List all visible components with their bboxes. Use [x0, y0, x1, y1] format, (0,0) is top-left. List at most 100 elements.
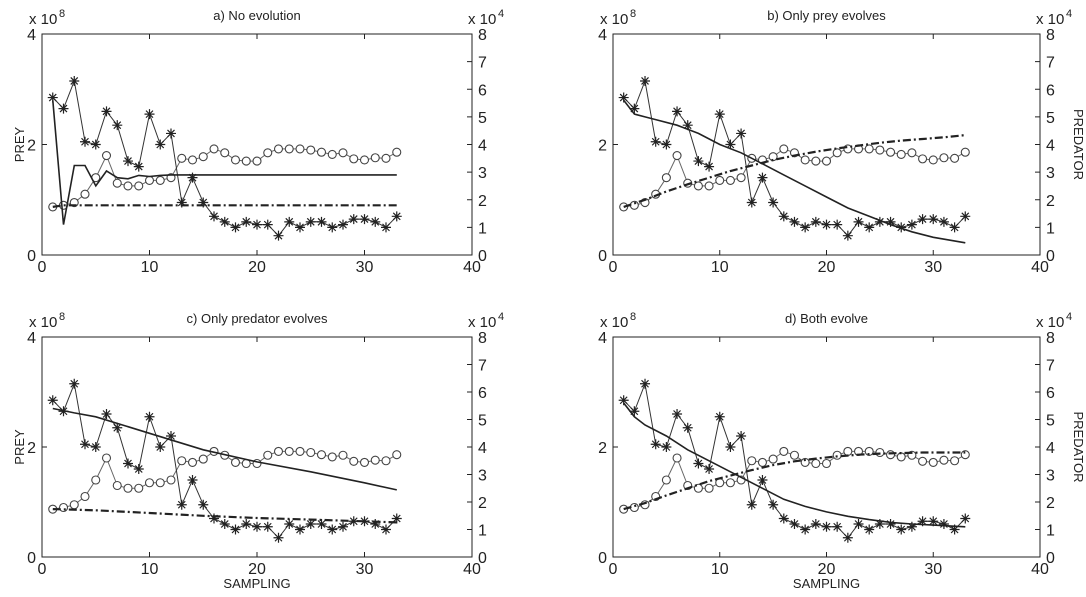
y2-tick-label: 0 — [1046, 550, 1055, 567]
data-point-circle — [273, 446, 284, 456]
data-point-star — [338, 521, 348, 532]
y2-tick-label: 3 — [478, 468, 487, 485]
data-point-circle — [928, 457, 938, 467]
data-point-star — [262, 521, 273, 532]
data-point-star — [230, 222, 241, 233]
data-point-star — [672, 409, 683, 419]
x-tick-label: 0 — [38, 259, 47, 276]
series-star-markers — [618, 75, 971, 241]
y-multiplier: x 10 — [29, 11, 57, 28]
y2-multiplier: x 10 — [468, 11, 496, 28]
x-axis-label: SAMPLING — [223, 576, 290, 591]
data-point-circle — [101, 151, 112, 161]
data-point-circle — [252, 156, 262, 166]
y2-tick-label: 7 — [1046, 55, 1055, 72]
data-point-star — [316, 519, 327, 529]
data-point-circle — [338, 148, 348, 158]
x-tick-label: 20 — [818, 561, 836, 578]
data-point-circle — [779, 144, 789, 154]
x-tick-label: 30 — [356, 259, 374, 276]
y2-exponent: 4 — [498, 311, 504, 323]
data-point-circle — [80, 491, 90, 502]
data-point-star — [928, 214, 939, 225]
y2-tick-label: 6 — [478, 385, 487, 402]
y2-tick-label: 0 — [1046, 248, 1055, 265]
chart-title: d) Both evolve — [785, 311, 868, 326]
x-tick-label: 0 — [38, 561, 47, 578]
y2-tick-label: 4 — [1046, 138, 1055, 155]
series-circle-markers — [48, 144, 402, 212]
data-point-star — [906, 521, 917, 532]
y2-multiplier: x 10 — [1036, 314, 1064, 331]
data-point-star — [800, 524, 811, 535]
data-point-star — [661, 442, 672, 452]
data-point-star — [316, 216, 327, 227]
y-tick-label: 4 — [27, 330, 36, 347]
data-point-star — [370, 519, 381, 529]
y2-tick-label: 0 — [478, 550, 487, 567]
data-point-circle — [166, 475, 176, 485]
y2-tick-label: 8 — [1046, 27, 1055, 44]
data-point-star — [896, 524, 907, 535]
data-point-circle — [693, 181, 703, 191]
data-point-star — [704, 161, 715, 172]
data-point-circle — [950, 456, 960, 466]
data-point-star — [885, 216, 896, 227]
data-point-circle — [198, 152, 208, 162]
y2-tick-label: 5 — [1046, 110, 1055, 127]
y2-exponent: 4 — [1066, 8, 1072, 20]
data-point-circle — [316, 147, 327, 157]
data-point-star — [672, 106, 683, 117]
data-point-star — [176, 197, 187, 208]
y2-tick-label: 0 — [478, 248, 487, 265]
series-dash-dot — [52, 204, 397, 208]
y2-exponent: 4 — [1066, 311, 1072, 323]
data-point-star — [219, 216, 230, 227]
data-point-star — [359, 214, 370, 225]
y2-tick-label: 5 — [478, 110, 487, 127]
y2-tick-label: 2 — [1046, 193, 1055, 210]
data-point-star — [112, 120, 123, 131]
data-point-star — [198, 499, 209, 510]
data-point-circle — [950, 153, 960, 163]
x-axis-label: SAMPLING — [793, 576, 860, 591]
data-point-star — [69, 75, 80, 86]
series-circle-markers — [48, 446, 402, 514]
x-tick-label: 40 — [463, 259, 481, 276]
y2-multiplier: x 10 — [468, 314, 496, 331]
data-point-star — [133, 464, 144, 474]
data-point-star — [187, 475, 198, 485]
y2-tick-label: 1 — [1046, 523, 1055, 540]
y-multiplier: x 10 — [600, 314, 628, 331]
data-point-star — [928, 516, 939, 527]
data-point-star — [241, 216, 252, 227]
data-point-circle — [800, 155, 810, 165]
x-tick-label: 10 — [141, 561, 159, 578]
y2-tick-label: 7 — [1046, 358, 1055, 375]
series-line-solid — [623, 402, 966, 528]
data-point-star — [640, 378, 651, 389]
data-point-circle — [144, 478, 155, 488]
data-point-star — [938, 519, 949, 529]
data-point-star — [714, 411, 725, 422]
data-point-star — [693, 458, 704, 469]
data-point-circle — [338, 450, 348, 460]
data-point-star — [842, 230, 853, 241]
data-point-star — [144, 109, 155, 120]
data-point-star — [640, 75, 651, 86]
data-point-star — [736, 128, 747, 139]
data-point-star — [832, 521, 843, 532]
series-dash-dot — [623, 134, 966, 208]
data-point-star — [714, 109, 725, 120]
data-point-star — [682, 422, 693, 433]
data-point-star — [960, 513, 971, 524]
data-point-circle — [101, 453, 112, 463]
y-axis-label: PREY — [12, 429, 27, 465]
data-point-star — [746, 197, 757, 208]
data-point-circle — [187, 155, 198, 165]
data-point-star — [338, 219, 348, 230]
data-point-circle — [918, 154, 928, 164]
data-point-circle — [112, 480, 122, 491]
